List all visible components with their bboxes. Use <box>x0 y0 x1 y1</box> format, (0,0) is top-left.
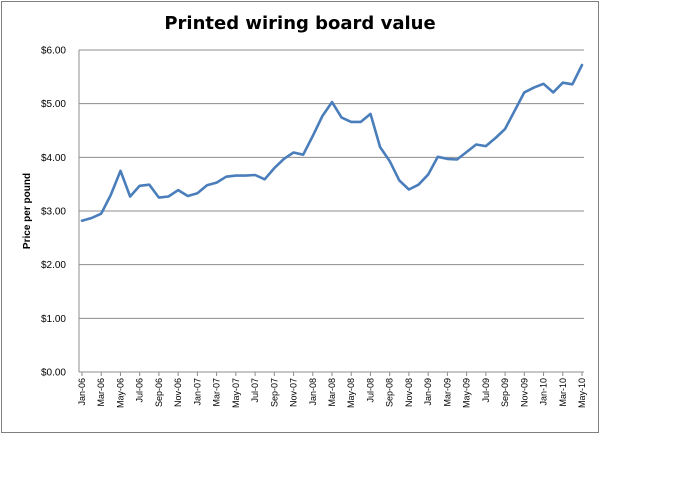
chart-title: Printed wiring board value <box>164 13 435 34</box>
data-point <box>542 83 545 85</box>
data-point <box>312 135 314 137</box>
data-point <box>571 83 574 85</box>
data-point <box>302 154 304 156</box>
series-line <box>80 63 584 222</box>
chart-frame <box>1 1 599 433</box>
y-tick-label: $3.00 <box>41 207 66 218</box>
x-tick-label: Mar-09 <box>442 378 452 407</box>
x-tick-label: Sep-06 <box>154 378 164 407</box>
x-tick-label: Mar-10 <box>558 378 568 407</box>
data-point <box>427 173 429 176</box>
x-tick-label: Sep-07 <box>269 378 279 407</box>
data-point <box>360 121 362 123</box>
y-tick-label: $0.00 <box>41 368 66 379</box>
data-point <box>264 178 266 180</box>
x-tick-label: Jan-10 <box>539 378 549 406</box>
data-point <box>408 188 410 191</box>
axes <box>78 50 584 376</box>
x-tick-label: Jul-07 <box>250 378 260 403</box>
data-point <box>139 185 141 187</box>
data-point <box>244 175 247 177</box>
x-tick-label: May-06 <box>115 378 125 408</box>
data-point <box>369 113 372 115</box>
data-point <box>110 194 112 196</box>
data-point <box>533 87 535 89</box>
data-point <box>523 91 525 93</box>
data-point <box>158 197 160 199</box>
data-point <box>148 184 150 186</box>
data-point <box>225 176 227 178</box>
x-tick-label: Jan-08 <box>308 378 318 406</box>
x-tick-label: Nov-06 <box>173 378 183 407</box>
data-point <box>504 128 506 130</box>
data-point <box>216 182 218 184</box>
x-tick-label: Mar-08 <box>327 378 337 407</box>
data-point <box>283 158 285 160</box>
data-point <box>398 179 400 181</box>
data-point <box>341 117 343 119</box>
series-layer <box>80 63 584 222</box>
data-point <box>206 184 208 186</box>
x-tick-label: Mar-06 <box>96 378 106 407</box>
x-tick-label: Nov-07 <box>289 378 299 407</box>
y-tick-label: $6.00 <box>41 46 66 57</box>
y-tick-label: $4.00 <box>41 153 66 164</box>
data-point <box>350 121 352 123</box>
y-axis-label: Price per pound <box>22 173 33 249</box>
x-tick-label: Nov-09 <box>519 378 529 407</box>
data-point <box>514 110 516 112</box>
y-tick-labels: $0.00 $1.00 $2.00 $3.00 $4.00 $5.00 $6.00 <box>41 46 66 379</box>
x-tick-label: May-09 <box>462 378 472 408</box>
x-tick-label: Jan-07 <box>192 378 202 406</box>
data-point <box>446 158 448 160</box>
x-tick-label: Sep-08 <box>385 378 395 407</box>
x-tick-label: May-08 <box>346 378 356 408</box>
data-point <box>196 192 198 194</box>
x-tick-label: May-07 <box>231 378 241 408</box>
data-point <box>562 82 564 84</box>
data-point <box>494 137 497 139</box>
x-tick-label: Mar-07 <box>212 378 222 407</box>
data-point <box>91 217 93 219</box>
data-point <box>187 195 189 197</box>
x-tick-label: Sep-09 <box>500 378 510 407</box>
data-point <box>475 143 477 146</box>
data-point <box>273 167 275 169</box>
data-point <box>389 160 391 162</box>
y-tick-label: $1.00 <box>41 314 66 325</box>
data-point <box>331 101 333 103</box>
data-point <box>167 195 170 198</box>
x-tick-label: Jul-09 <box>481 378 491 403</box>
x-tick-label: Jul-06 <box>135 378 145 403</box>
x-tick-labels: Jan-06 Mar-06 May-06 Jul-06 Sep-06 Nov-06 Jan-… <box>77 378 587 408</box>
x-tick-label: Jan-09 <box>423 378 433 406</box>
data-point <box>552 91 554 93</box>
data-point <box>235 175 237 177</box>
y-tick-label: $2.00 <box>41 260 66 271</box>
x-tick-label: Jul-08 <box>365 378 375 403</box>
data-point <box>581 64 583 66</box>
x-tick-label: Jan-06 <box>77 378 87 406</box>
x-tick-label: Nov-08 <box>404 378 414 407</box>
data-point <box>119 170 122 172</box>
data-point <box>129 195 131 198</box>
data-point <box>254 174 256 176</box>
y-tick-label: $5.00 <box>41 99 66 110</box>
data-point <box>485 145 487 147</box>
data-point <box>456 158 458 161</box>
data-point <box>177 189 179 191</box>
data-point <box>466 151 468 153</box>
x-tick-label: May-10 <box>577 378 587 408</box>
data-point <box>321 115 323 117</box>
data-point <box>81 220 83 222</box>
data-point <box>292 151 295 154</box>
gridlines <box>79 49 584 319</box>
data-point <box>379 146 381 148</box>
data-point <box>437 156 439 158</box>
data-point <box>417 184 420 186</box>
data-point <box>100 213 102 215</box>
